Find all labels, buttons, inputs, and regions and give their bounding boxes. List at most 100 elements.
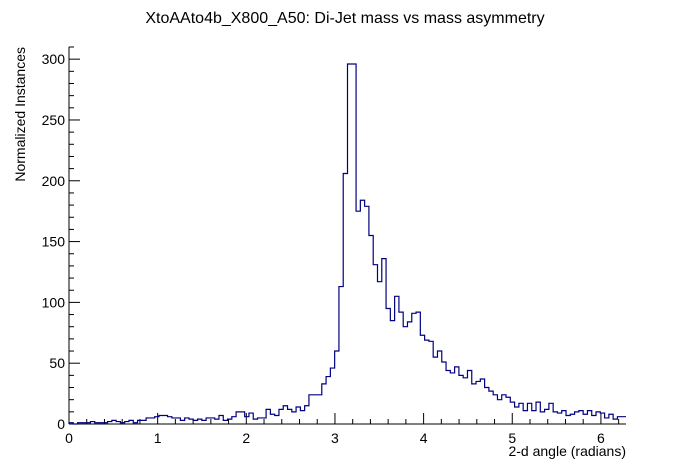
- histogram-bin: [95, 423, 99, 424]
- y-axis: 0 50 100 150 200 250 300: [42, 46, 80, 432]
- y-tick-label: 250: [42, 112, 66, 128]
- histogram-bin: [437, 351, 441, 424]
- histogram-bin: [476, 381, 480, 424]
- histogram-bin: [382, 259, 386, 424]
- histogram-bin: [142, 420, 146, 424]
- histogram-bin: [112, 420, 116, 424]
- histogram-bin: [343, 173, 347, 424]
- histogram-bin: [416, 312, 420, 424]
- histogram-bin: [210, 418, 214, 424]
- histogram-bin: [622, 417, 626, 424]
- x-tick-label: 4: [420, 430, 428, 446]
- histogram-bin: [587, 411, 591, 424]
- histogram-bin: [617, 417, 621, 424]
- histogram-bin: [592, 415, 596, 424]
- histogram-bin: [296, 407, 300, 424]
- histogram-bin: [90, 422, 94, 424]
- histogram-bin: [557, 413, 561, 424]
- histogram-bin: [330, 368, 334, 424]
- histogram-bin: [240, 412, 244, 424]
- x-axis-title: 2-d angle (radians): [508, 443, 626, 459]
- histogram-bin: [99, 423, 103, 424]
- y-tick-label: 100: [42, 294, 66, 310]
- y-axis-title: Normalized Instances: [12, 47, 28, 182]
- histogram-bin: [279, 409, 283, 424]
- histogram-bin: [348, 64, 352, 424]
- histogram-bin: [313, 395, 317, 424]
- histogram-bin: [253, 419, 257, 424]
- histogram-bin: [356, 211, 360, 424]
- histogram-bin: [425, 340, 429, 424]
- histogram-bin: [236, 412, 240, 424]
- histogram-bin: [515, 407, 519, 424]
- histogram-bin: [159, 415, 163, 424]
- histogram-bin: [262, 418, 266, 424]
- histogram-bin: [609, 414, 613, 424]
- histogram-line: [68, 63, 626, 425]
- histogram-bin: [497, 400, 501, 424]
- histogram-bin: [446, 370, 450, 424]
- histogram-bin: [506, 397, 510, 424]
- histogram-bin: [472, 384, 476, 424]
- histogram-bin: [403, 327, 407, 424]
- histogram-bin: [300, 411, 304, 424]
- histogram-bin: [180, 420, 184, 424]
- histogram-bin: [198, 419, 202, 424]
- histogram-bin: [420, 335, 424, 424]
- histogram-bin: [360, 200, 364, 424]
- histogram-bin: [215, 419, 219, 424]
- histogram-bin: [305, 406, 309, 424]
- x-tick-label: 2: [242, 430, 250, 446]
- histogram-bin: [120, 423, 124, 424]
- histogram-bin: [605, 418, 609, 424]
- histogram-bin: [108, 422, 112, 424]
- histogram-bin: [249, 413, 253, 424]
- histogram-bin: [467, 370, 471, 424]
- histogram-bin: [292, 412, 296, 424]
- histogram-bin: [129, 420, 133, 424]
- x-tick-label: 3: [331, 430, 339, 446]
- histogram-bin: [562, 411, 566, 424]
- histogram-bin: [613, 419, 617, 424]
- histogram-bin: [189, 419, 193, 424]
- histogram-bin: [583, 414, 587, 424]
- histogram-bin: [82, 423, 86, 424]
- histogram-bins: [69, 64, 626, 424]
- histogram-bin: [570, 414, 574, 424]
- histogram-bin: [275, 415, 279, 424]
- histogram-bin: [386, 308, 390, 424]
- histogram-bin: [193, 420, 197, 424]
- chart-title: XtoAAto4b_X800_A50: Di-Jet mass vs mass …: [145, 10, 544, 27]
- histogram-bin: [390, 321, 394, 424]
- histogram-bin: [485, 388, 489, 424]
- histogram-bin: [270, 414, 274, 424]
- histogram-bin: [163, 415, 167, 424]
- histogram-bin: [566, 415, 570, 424]
- histogram-bin: [519, 403, 523, 424]
- histogram-bin: [125, 422, 129, 424]
- histogram-bin: [463, 378, 467, 424]
- histogram-bin: [579, 411, 583, 424]
- histogram-bin: [600, 413, 604, 424]
- histogram-bin: [523, 411, 527, 424]
- histogram-bin: [527, 403, 531, 424]
- histogram-bin: [69, 423, 73, 424]
- histogram-bin: [536, 402, 540, 424]
- histogram-bin: [433, 357, 437, 424]
- histogram-bin: [223, 420, 227, 424]
- y-tick-label: 300: [42, 51, 66, 67]
- histogram-bin: [133, 423, 137, 424]
- histogram-bin: [553, 412, 557, 424]
- x-tick-label: 6: [597, 430, 605, 446]
- histogram-bin: [407, 322, 411, 424]
- plot-frame: [68, 47, 626, 425]
- histogram-bin: [283, 406, 287, 424]
- histogram-bin: [339, 287, 343, 424]
- histogram-bin: [480, 379, 484, 424]
- histogram-bin: [489, 391, 493, 424]
- histogram-bin: [322, 384, 326, 424]
- histogram-bin: [549, 403, 553, 424]
- histogram-bin: [502, 395, 506, 424]
- histogram-bin: [146, 418, 150, 424]
- histogram-bin: [442, 362, 446, 424]
